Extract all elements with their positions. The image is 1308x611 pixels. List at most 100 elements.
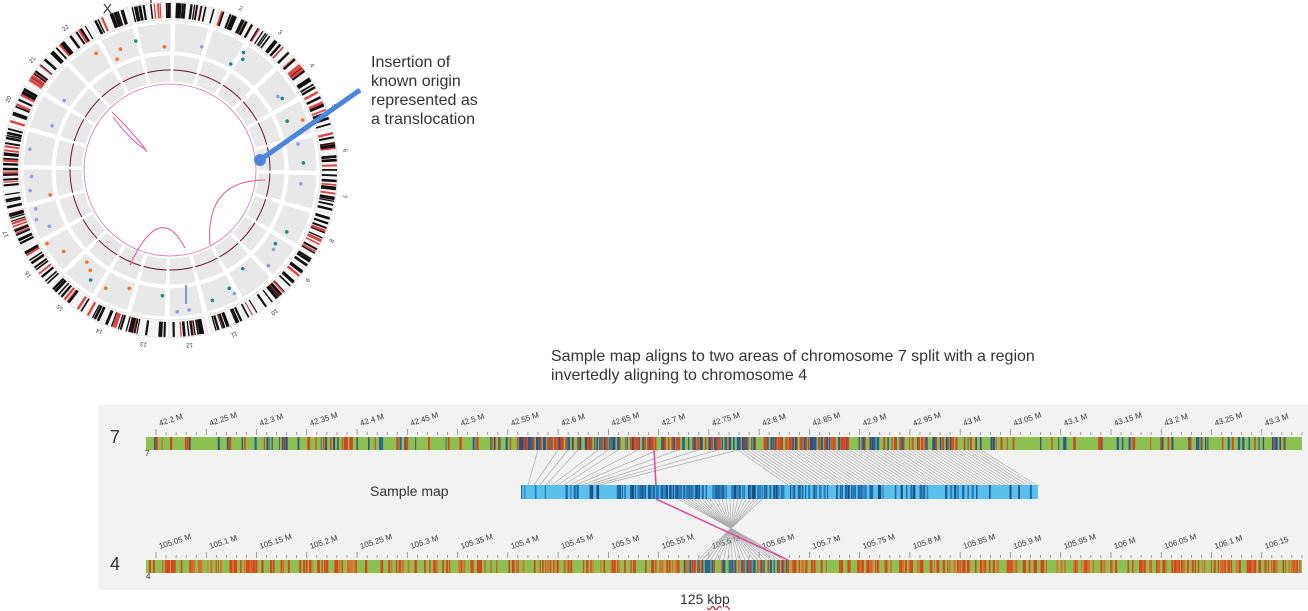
cnv-line bbox=[242, 101, 258, 121]
chr7-label: 7 bbox=[110, 427, 120, 447]
track-mark bbox=[1041, 560, 1044, 573]
track-mark bbox=[353, 560, 356, 573]
track-mark bbox=[832, 437, 835, 450]
track-mark bbox=[739, 437, 742, 450]
track-mark bbox=[531, 437, 533, 450]
track-mark bbox=[698, 560, 701, 573]
track-mark bbox=[1098, 437, 1100, 450]
track-mark bbox=[685, 485, 687, 499]
track-mark bbox=[280, 560, 283, 573]
track-mark bbox=[218, 560, 219, 573]
alignment-line bbox=[940, 449, 996, 486]
track-mark bbox=[770, 560, 773, 573]
circos-dot-track bbox=[252, 231, 296, 276]
track-mark bbox=[551, 437, 553, 450]
track-mark bbox=[1087, 560, 1090, 573]
track-mark bbox=[472, 437, 475, 450]
track-mark bbox=[1007, 560, 1010, 573]
cnv-line bbox=[69, 143, 75, 167]
alignment-line bbox=[773, 449, 825, 486]
track-mark bbox=[721, 437, 724, 450]
axis-tick-label: 42.7 M bbox=[660, 412, 686, 428]
cnv-line bbox=[147, 69, 171, 74]
axis-tick-label: 42.35 M bbox=[309, 410, 340, 428]
ideogram-band bbox=[191, 4, 196, 20]
ideogram-band bbox=[24, 244, 39, 254]
track-mark bbox=[924, 437, 926, 450]
circos-cnv-track bbox=[245, 194, 281, 229]
track-mark bbox=[807, 437, 810, 450]
track-mark bbox=[1213, 560, 1216, 573]
cnv-line bbox=[266, 147, 271, 171]
track-mark bbox=[490, 437, 492, 450]
circos-chromosome-label: X bbox=[103, 1, 113, 17]
sv-dot bbox=[284, 230, 289, 234]
track-mark bbox=[767, 437, 769, 450]
ideogram-band bbox=[67, 289, 79, 304]
track-mark bbox=[1171, 437, 1174, 450]
track-mark bbox=[891, 437, 893, 450]
sv-dot bbox=[199, 44, 204, 49]
track-mark bbox=[805, 560, 808, 573]
track-mark bbox=[840, 437, 843, 450]
axis-tick-label: 106.1 M bbox=[1213, 533, 1244, 551]
track-mark bbox=[958, 560, 961, 573]
axis-tick-label: 42.2 M bbox=[158, 412, 184, 428]
track-mark bbox=[781, 437, 783, 450]
track-mark bbox=[1028, 560, 1031, 573]
track-mark bbox=[757, 560, 759, 573]
axis-tick-label: 105.2 M bbox=[309, 533, 340, 551]
circos-cnv-track bbox=[143, 54, 172, 85]
track-mark bbox=[789, 437, 792, 450]
translocation-link bbox=[111, 111, 148, 153]
ideogram-band bbox=[290, 68, 304, 80]
track-mark bbox=[692, 560, 694, 573]
track-mark bbox=[780, 560, 782, 573]
track-mark bbox=[170, 560, 174, 573]
ideogram-band bbox=[301, 86, 316, 96]
track-mark bbox=[610, 560, 613, 573]
track-mark bbox=[613, 560, 616, 573]
track-mark bbox=[414, 560, 417, 573]
ideogram-band bbox=[60, 42, 73, 56]
track-mark bbox=[859, 560, 862, 573]
ideogram-band bbox=[114, 12, 121, 27]
track-mark bbox=[1271, 560, 1273, 573]
axis-tick-label: 105.85 M bbox=[962, 532, 997, 551]
track-mark bbox=[603, 437, 606, 450]
sv-dot bbox=[160, 293, 165, 298]
track-mark bbox=[775, 485, 778, 499]
track-mark bbox=[773, 560, 775, 573]
translocation-link bbox=[112, 116, 147, 151]
track-mark bbox=[1222, 560, 1225, 573]
track-mark bbox=[732, 485, 734, 499]
ideogram-band bbox=[272, 280, 285, 293]
cnv-line bbox=[98, 239, 118, 256]
ideogram-band bbox=[138, 5, 144, 21]
track-mark bbox=[790, 485, 792, 499]
track-mark bbox=[854, 485, 856, 499]
track-mark bbox=[215, 560, 217, 573]
track-mark bbox=[836, 485, 838, 499]
ideogram-band bbox=[226, 14, 235, 30]
alignment-line bbox=[949, 449, 1005, 486]
track-mark bbox=[967, 485, 969, 499]
track-mark bbox=[691, 485, 693, 499]
ideogram-band bbox=[33, 73, 47, 83]
track-mark bbox=[544, 485, 546, 499]
track-mark bbox=[1093, 560, 1095, 573]
track-mark bbox=[1030, 485, 1032, 499]
track-mark bbox=[553, 437, 556, 450]
track-mark bbox=[1132, 437, 1136, 450]
track-mark bbox=[803, 437, 806, 450]
track-mark bbox=[405, 437, 407, 450]
alignment-line bbox=[886, 449, 940, 486]
track-mark bbox=[333, 437, 336, 450]
track-mark bbox=[1127, 560, 1129, 573]
sv-dot bbox=[285, 119, 289, 123]
ideogram-band bbox=[39, 64, 52, 76]
cnv-line bbox=[195, 257, 218, 268]
track-mark bbox=[261, 560, 264, 573]
alignment-line bbox=[551, 449, 599, 486]
track-mark bbox=[643, 485, 645, 499]
